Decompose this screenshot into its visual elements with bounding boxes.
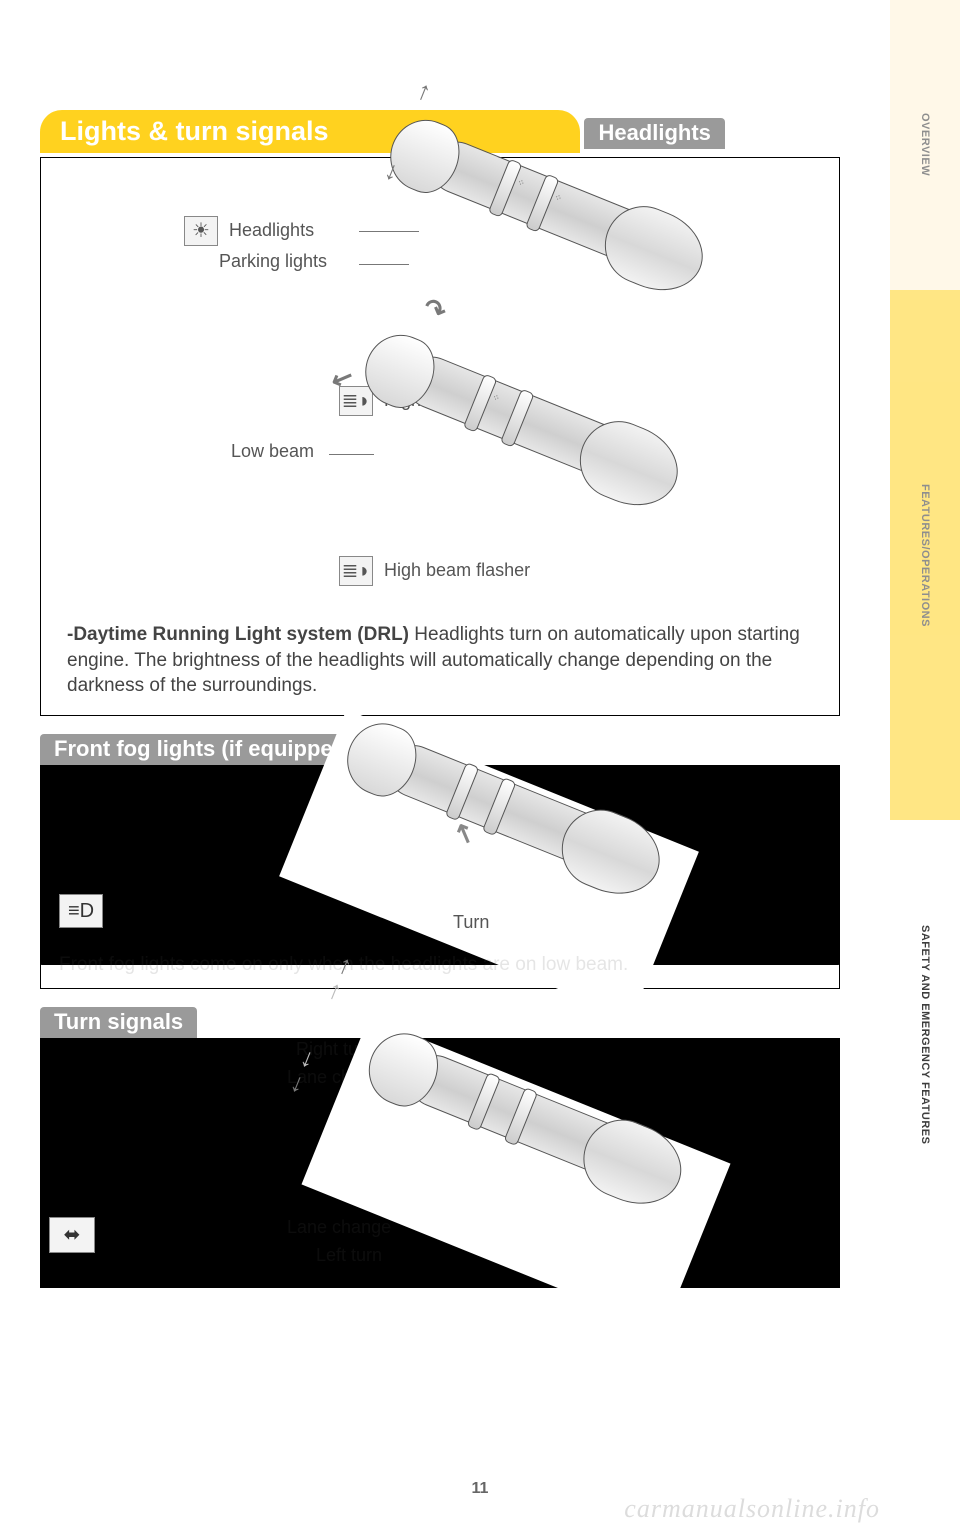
tab-overview[interactable]: OVERVIEW xyxy=(890,0,960,290)
tab-features[interactable]: FEATURES/OPERATIONS xyxy=(890,290,960,820)
watermark: carmanualsonline.info xyxy=(624,1494,880,1524)
label-parking-lights: Parking lights xyxy=(219,251,327,272)
tab-safety[interactable]: SAFETY AND EMERGENCY FEATURES xyxy=(890,820,960,1250)
label-fog-turn: Turn xyxy=(449,912,493,933)
fog-icon: ≡D xyxy=(59,894,103,928)
section-headlights-body: ☀ Headlights Parking lights ⁘ ⁘ ↑ ↓ xyxy=(40,157,840,716)
page-content: Lights & turn signals Headlights ☀ Headl… xyxy=(40,110,840,1306)
highbeam-flasher-icon: ≣◗ xyxy=(339,556,373,586)
label-left-turn: Left turn xyxy=(316,1245,382,1266)
turn-signal-icon: ⬌ xyxy=(49,1217,95,1253)
section-turn-body: ⬌ Right turn Lane change Lane change Lef… xyxy=(40,1038,840,1288)
section-headlights-label: Headlights xyxy=(584,118,724,149)
page-title: Lights & turn signals xyxy=(40,110,580,153)
label-lowbeam: Low beam xyxy=(231,441,314,462)
section-fog-body: ≡D ↖ Turn Front fog lights come on only … xyxy=(40,765,840,989)
headlight-icon: ☀ xyxy=(184,216,218,246)
side-tabs: OVERVIEW FEATURES/OPERATIONS SAFETY AND … xyxy=(890,0,960,1536)
label-lanechange-dn: Lane change xyxy=(287,1217,391,1238)
label-headlights: Headlights xyxy=(229,220,314,240)
section-turn-label: Turn signals xyxy=(40,1007,197,1038)
label-highbeam-flasher: High beam flasher xyxy=(384,560,530,580)
fog-note: Front fog lights come on only when the h… xyxy=(59,944,821,976)
section-fog-label: Front fog lights (if equipped) xyxy=(40,734,367,765)
